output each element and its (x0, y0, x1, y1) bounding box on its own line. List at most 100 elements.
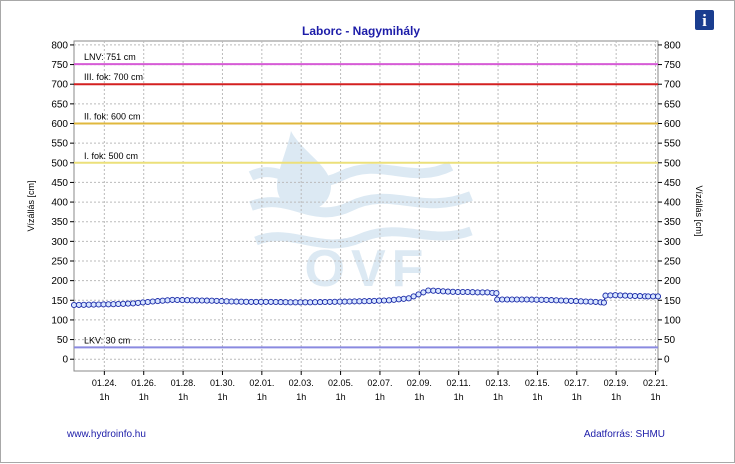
data-point (376, 297, 383, 304)
footer-link[interactable]: www.hydroinfo.hu (66, 429, 146, 440)
data-point (499, 296, 506, 303)
plot-area (73, 40, 659, 372)
data-point (400, 295, 407, 302)
data-point (420, 289, 427, 296)
data-point (75, 301, 82, 308)
data-point (636, 293, 644, 300)
x-tick-label: 01.28. (171, 378, 196, 388)
data-point (494, 296, 501, 303)
data-point (617, 292, 624, 299)
data-point (238, 298, 245, 305)
data-point (504, 296, 511, 303)
data-point (513, 296, 520, 303)
x-tick-sublabel: 1h (375, 392, 385, 402)
data-point (105, 301, 112, 308)
y-tick-label-right: 700 (664, 80, 681, 91)
y-tick-label-right: 0 (664, 355, 670, 366)
data-point (248, 298, 255, 305)
data-point (257, 298, 265, 305)
watermark-wave-2 (249, 191, 473, 218)
data-point (587, 298, 594, 305)
data-point (622, 292, 629, 299)
x-tick-sublabel: 1h (454, 392, 464, 402)
y-tick-label-left: 450 (51, 178, 68, 189)
y-tick-label-right: 600 (664, 119, 681, 130)
x-tick-sublabel: 1h (532, 392, 542, 402)
data-point (100, 301, 107, 308)
data-point (558, 297, 565, 304)
data-point (184, 297, 191, 304)
data-point (272, 298, 279, 306)
data-point (563, 297, 570, 304)
y-tick-label-right: 500 (664, 158, 681, 169)
data-point (85, 301, 92, 308)
data-point (253, 298, 260, 305)
data-point (134, 299, 142, 306)
info-button[interactable]: i (695, 10, 714, 30)
data-point (435, 287, 442, 294)
info-icon[interactable] (695, 10, 714, 30)
data-point (331, 298, 338, 305)
y-tick-label-left: 500 (51, 158, 68, 169)
y-tick-label-left: 200 (51, 276, 68, 287)
series-water-level (70, 287, 662, 309)
data-point (523, 296, 530, 303)
reference-line-label: LKV: 30 cm (84, 335, 130, 345)
data-point (144, 298, 151, 306)
data-point (218, 298, 225, 305)
data-point (154, 298, 161, 305)
data-point (627, 292, 634, 299)
data-point (115, 300, 122, 308)
data-point (149, 298, 156, 305)
x-tick-label: 01.30. (210, 378, 235, 388)
data-point (464, 288, 471, 296)
x-tick-label: 02.15. (525, 378, 550, 388)
data-point (410, 293, 417, 300)
x-tick-label: 02.17. (564, 378, 589, 388)
data-point (385, 297, 393, 304)
y-tick-label-right: 650 (664, 99, 681, 110)
data-point (600, 299, 607, 306)
data-point (356, 298, 363, 305)
data-point (326, 298, 333, 305)
data-point (292, 299, 299, 306)
y-axis-label-right: Vízállás [cm] (694, 185, 704, 236)
ovf-watermark: OVF (248, 131, 473, 298)
data-point (390, 296, 397, 303)
data-point (548, 297, 555, 304)
y-tick-label-left: 150 (51, 296, 68, 307)
data-point (454, 288, 461, 296)
data-point (208, 297, 215, 304)
x-tick-label: 02.01. (249, 378, 274, 388)
x-tick-sublabel: 1h (336, 392, 346, 402)
x-tick-sublabel: 1h (139, 392, 149, 402)
x-tick-sublabel: 1h (99, 392, 109, 402)
y-axis-left: 0 50 100 150 200 250 300 350 400 450 500 550 600 650 7… (51, 40, 74, 366)
y-tick-label-right: 200 (664, 276, 681, 287)
data-point (577, 298, 584, 305)
reference-line-label: I. fok: 500 cm (84, 151, 138, 161)
data-point (80, 301, 87, 308)
x-tick-sublabel: 1h (651, 392, 661, 402)
x-tick-label: 02.05. (328, 378, 353, 388)
data-point (405, 295, 412, 302)
y-tick-label-left: 400 (51, 198, 68, 209)
data-point (479, 289, 486, 296)
data-point (169, 296, 176, 303)
data-point (179, 297, 186, 304)
data-point (223, 298, 230, 305)
data-point (228, 298, 235, 305)
data-point (287, 299, 294, 306)
reference-line-label: LNV: 751 cm (84, 52, 136, 62)
data-point (631, 292, 639, 300)
data-point (317, 299, 324, 306)
y-tick-label-left: 650 (51, 99, 68, 110)
data-point (174, 296, 181, 304)
data-point (366, 298, 373, 305)
data-point (321, 298, 329, 306)
data-point (346, 298, 353, 305)
data-point (518, 296, 525, 303)
data-point (120, 300, 127, 307)
data-point (602, 292, 609, 299)
data-point (440, 288, 447, 295)
